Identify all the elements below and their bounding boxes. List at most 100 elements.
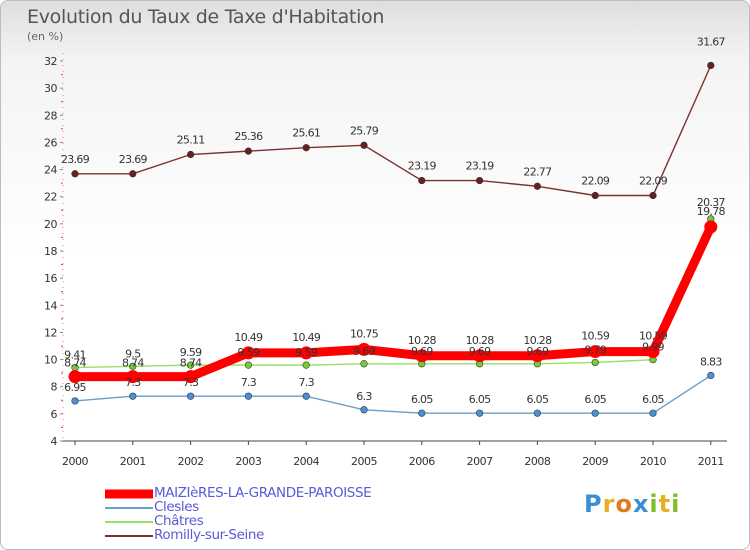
data-label: 31.67 <box>697 35 726 48</box>
data-label: 6.05 <box>584 393 606 406</box>
data-label: 6.05 <box>642 393 664 406</box>
y-tick-label: 14 <box>44 299 57 312</box>
data-label: 10.49 <box>292 331 321 344</box>
series-point-1 <box>71 397 79 405</box>
series-point-3 <box>244 147 252 155</box>
data-label: 8.83 <box>700 355 722 368</box>
y-tick-label: 4 <box>51 435 58 448</box>
data-label: 23.19 <box>408 160 437 173</box>
chart-unit: (en %) <box>27 30 64 43</box>
legend-swatch <box>105 489 153 499</box>
data-label: 9.69 <box>469 345 491 358</box>
data-label: 9.99 <box>642 341 664 354</box>
data-label: 9.41 <box>64 349 86 362</box>
data-label: 23.69 <box>119 153 148 166</box>
series-point-1 <box>302 392 310 400</box>
y-tick-label: 32 <box>44 55 57 68</box>
x-tick-label: 2001 <box>120 455 146 468</box>
series-point-1 <box>244 392 252 400</box>
y-tick-label: 8 <box>51 381 58 394</box>
data-label: 7.3 <box>298 376 314 389</box>
legend-swatch <box>105 521 153 523</box>
x-tick-label: 2008 <box>524 455 550 468</box>
series-point-1 <box>187 392 195 400</box>
data-label: 6.05 <box>469 393 491 406</box>
series-line-0 <box>75 224 715 382</box>
data-label: 20.37 <box>697 196 726 209</box>
legend-label: Romilly-sur-Seine <box>154 527 264 543</box>
logo-letter: x <box>632 490 650 518</box>
x-tick-label: 2002 <box>178 455 204 468</box>
series-point-2 <box>302 361 310 369</box>
series-point-1 <box>707 371 715 380</box>
x-tick-label: 2005 <box>351 455 377 468</box>
series-point-1 <box>591 409 599 417</box>
data-label: 8.74 <box>64 357 86 370</box>
logo-letter: i <box>649 490 659 518</box>
logo-letter: t <box>658 490 672 518</box>
logo-letter: o <box>615 490 633 518</box>
data-label: 10.28 <box>523 334 552 347</box>
y-tick-label: 22 <box>44 191 57 204</box>
series-point-3 <box>476 176 484 185</box>
proxiti-logo: Proxiti <box>584 490 680 518</box>
data-label: 10.49 <box>234 331 263 344</box>
legend-swatch <box>105 507 153 509</box>
data-label: 25.11 <box>177 134 205 147</box>
y-tick-label: 16 <box>44 272 57 285</box>
series-point-0 <box>646 345 660 359</box>
data-label: 10.59 <box>581 330 610 343</box>
data-label: 19.78 <box>697 205 726 218</box>
series-point-3 <box>129 170 137 178</box>
data-label: 10.28 <box>408 334 437 347</box>
series-point-0 <box>530 349 544 363</box>
series-point-1 <box>418 409 426 417</box>
series-point-3 <box>591 191 599 200</box>
data-label: 25.36 <box>234 130 263 143</box>
logo-letter: i <box>671 490 681 518</box>
series-point-1 <box>129 392 137 400</box>
data-label: 8.74 <box>180 357 202 370</box>
series-point-0 <box>588 345 602 359</box>
series-point-2 <box>129 362 137 370</box>
series-point-0 <box>704 220 718 234</box>
series-point-0 <box>415 349 429 363</box>
x-tick-label: 2000 <box>62 455 88 468</box>
data-label: 22.77 <box>523 165 552 178</box>
data-label: 9.79 <box>584 343 606 356</box>
series-line-2 <box>74 218 712 369</box>
logo-letter: P <box>584 490 603 518</box>
series-point-1 <box>649 409 657 417</box>
series-point-1 <box>360 406 368 414</box>
y-tick-label: 26 <box>44 136 57 149</box>
series-point-1 <box>533 409 542 417</box>
series-line-1 <box>74 374 712 414</box>
series-point-3 <box>649 191 657 200</box>
y-tick-label: 12 <box>44 326 57 339</box>
data-label: 6.05 <box>527 393 549 406</box>
data-label: 25.79 <box>350 124 379 137</box>
data-label: 9.59 <box>238 346 260 359</box>
data-label: 6.3 <box>356 390 372 403</box>
y-tick-label: 20 <box>44 218 57 231</box>
series-point-2 <box>360 360 368 368</box>
series-point-0 <box>184 370 198 384</box>
series-line-3 <box>75 65 712 197</box>
data-label: 9.59 <box>180 346 202 359</box>
legend-label: MAIZIèRES-LA-GRANDE-PAROISSE <box>154 485 372 501</box>
y-tick-label: 24 <box>44 164 57 177</box>
series-point-0 <box>241 346 255 360</box>
x-tick-label: 2007 <box>467 455 493 468</box>
series-point-0 <box>126 370 140 384</box>
data-label: 9.5 <box>125 347 141 360</box>
series-point-2 <box>591 358 599 367</box>
data-label: 23.19 <box>466 160 495 173</box>
x-tick-label: 2003 <box>235 455 261 468</box>
series-point-1 <box>476 409 484 417</box>
data-label: 9.59 <box>295 346 317 359</box>
series-point-3 <box>533 182 542 190</box>
series-point-0 <box>299 346 313 360</box>
x-tick-label: 2010 <box>640 455 666 468</box>
